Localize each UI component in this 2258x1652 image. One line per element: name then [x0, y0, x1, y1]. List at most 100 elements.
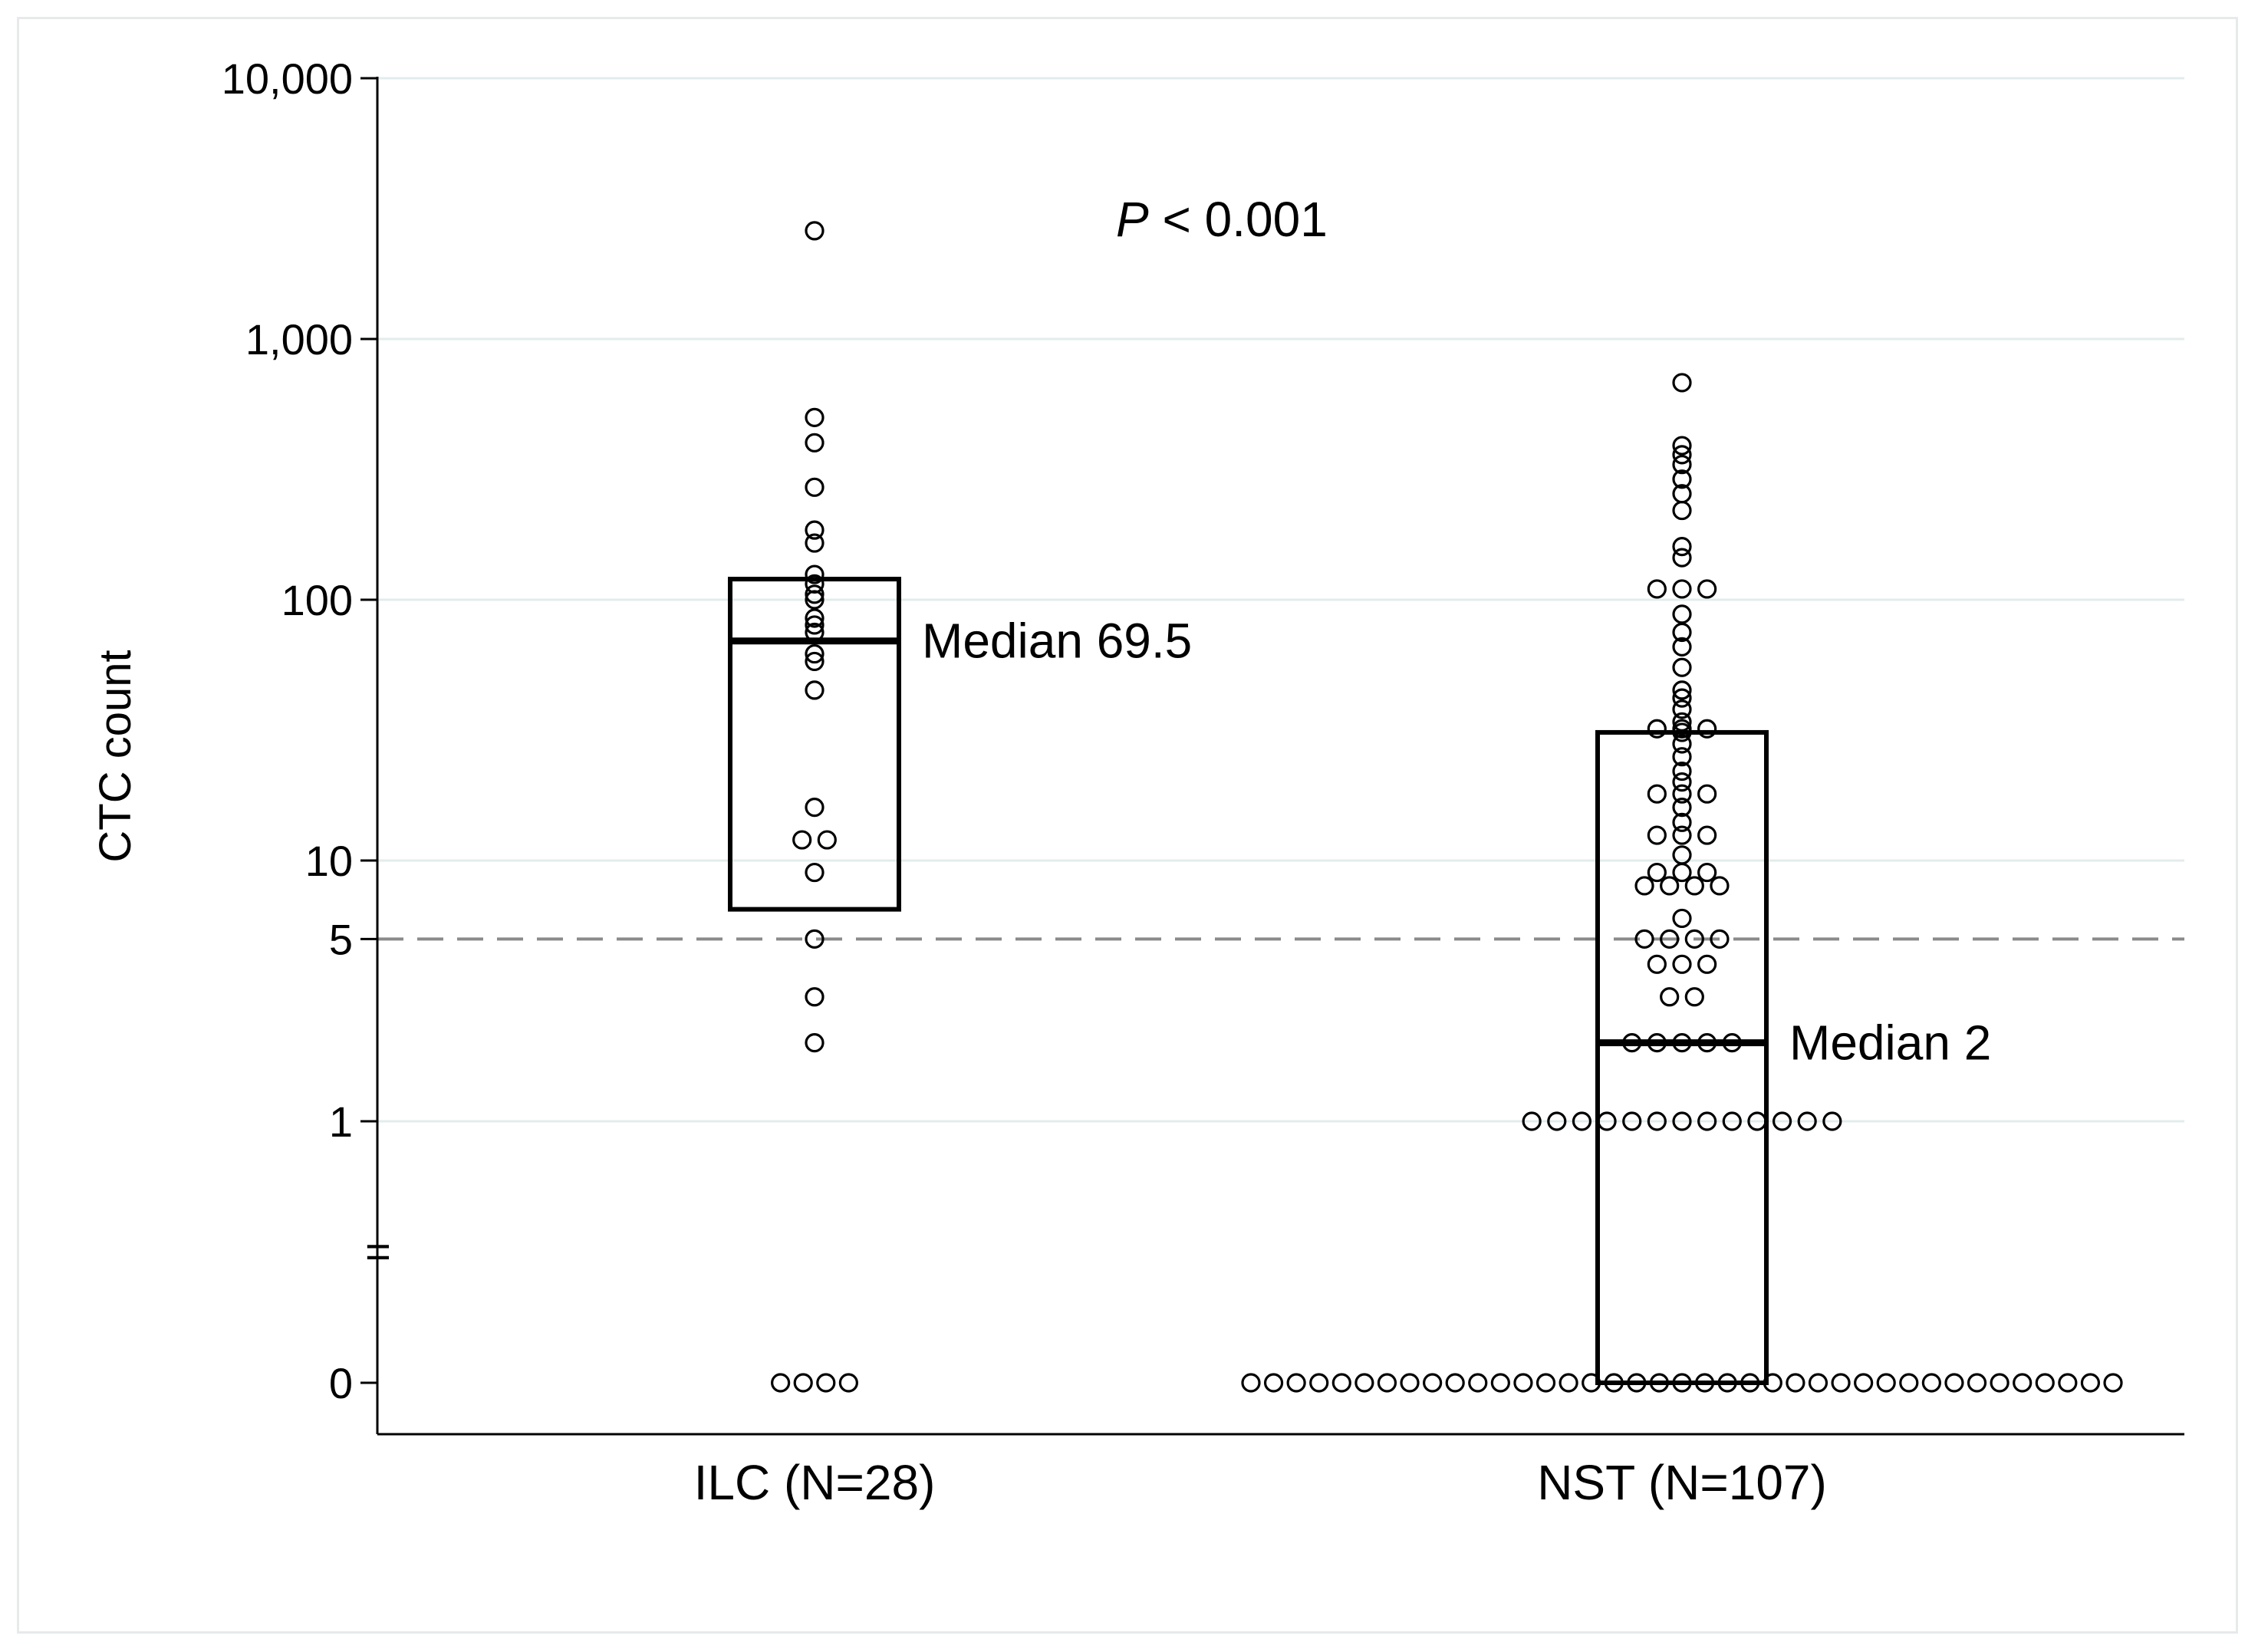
- data-point: [1672, 812, 1692, 832]
- data-point: [1672, 862, 1692, 883]
- median-label-0: Median 69.5: [922, 614, 1192, 669]
- data-point: [1808, 1373, 1828, 1393]
- data-point: [1672, 445, 1692, 465]
- data-point: [1831, 1373, 1851, 1393]
- data-point: [1710, 929, 1730, 949]
- data-point: [1634, 929, 1654, 949]
- data-point: [1797, 1111, 1817, 1131]
- data-point: [1786, 1373, 1805, 1393]
- data-point: [1582, 1373, 1601, 1393]
- data-point: [1697, 784, 1717, 804]
- box-1: [1595, 729, 1769, 1385]
- data-point: [1697, 862, 1717, 883]
- data-point: [1468, 1373, 1488, 1393]
- data-point: [792, 830, 812, 850]
- data-point: [1672, 954, 1692, 974]
- data-points: [771, 221, 2123, 1393]
- data-point: [1647, 1033, 1667, 1053]
- p-value-label: P < 0.001: [1116, 192, 1328, 247]
- data-point: [1263, 1373, 1284, 1393]
- data-point: [1710, 876, 1730, 896]
- data-point: [1672, 1373, 1692, 1393]
- data-point: [1559, 1373, 1578, 1393]
- data-point: [805, 433, 825, 452]
- data-point: [1672, 772, 1692, 792]
- y-tick-label: 10,000: [222, 54, 353, 103]
- data-point: [1722, 1111, 1742, 1131]
- data-point: [1597, 1111, 1617, 1131]
- data-point: [1672, 548, 1692, 568]
- data-point: [816, 1373, 836, 1393]
- data-point: [805, 584, 825, 604]
- data-point: [805, 221, 825, 241]
- data-point: [1672, 1111, 1692, 1131]
- data-point: [1672, 734, 1692, 754]
- data-point: [1490, 1373, 1510, 1393]
- data-point: [1660, 929, 1680, 949]
- data-point: [1672, 536, 1692, 557]
- data-point: [805, 407, 825, 427]
- boxes: [728, 577, 1769, 1385]
- data-point: [1445, 1373, 1465, 1393]
- data-point: [1660, 987, 1680, 1007]
- data-point: [1672, 761, 1692, 782]
- data-point: [1717, 1373, 1737, 1393]
- data-point: [1647, 825, 1667, 845]
- data-point: [793, 1373, 813, 1393]
- data-point: [1672, 579, 1692, 599]
- y-tick-label: 1: [329, 1097, 353, 1146]
- data-point: [1740, 1373, 1760, 1393]
- data-point: [1684, 876, 1704, 896]
- data-point: [1672, 784, 1692, 804]
- data-point: [805, 533, 825, 553]
- data-point: [1672, 747, 1692, 767]
- data-point: [1697, 1033, 1717, 1053]
- data-point: [1672, 455, 1692, 475]
- data-point: [1572, 1111, 1592, 1131]
- data-point: [2013, 1373, 2033, 1393]
- data-point: [838, 1373, 858, 1393]
- data-point: [2080, 1373, 2101, 1393]
- gridlines: [377, 77, 2184, 1123]
- data-point: [1672, 1033, 1692, 1053]
- data-point: [1672, 825, 1692, 845]
- data-point: [2058, 1373, 2078, 1393]
- data-point: [1672, 699, 1692, 719]
- data-point: [1647, 719, 1667, 739]
- data-point: [1672, 722, 1692, 742]
- data-point: [1684, 929, 1704, 949]
- data-point: [1697, 719, 1717, 739]
- data-point: [2103, 1373, 2123, 1393]
- data-point: [1684, 987, 1704, 1007]
- data-point: [805, 987, 825, 1007]
- data-point: [1513, 1373, 1533, 1393]
- data-point: [2035, 1373, 2055, 1393]
- data-point: [1672, 657, 1692, 677]
- labels: 0 1 5 10 100 1,000 10,000 = CTC count P < 0.001 Me…: [91, 54, 1991, 1510]
- data-point: [1944, 1373, 1964, 1393]
- data-point: [1647, 862, 1667, 883]
- data-point: [805, 643, 825, 664]
- data-point: [805, 590, 825, 610]
- median-label-1: Median 2: [1789, 1015, 1991, 1071]
- data-point: [1672, 797, 1692, 818]
- data-point: [1747, 1111, 1767, 1131]
- data-point: [1647, 784, 1667, 804]
- data-point: [1697, 579, 1717, 599]
- data-point: [1899, 1373, 1919, 1393]
- y-tick-label: 1,000: [245, 315, 353, 364]
- y-tick-label: 5: [329, 915, 353, 963]
- data-point: [1990, 1373, 2009, 1393]
- axes: [360, 77, 2184, 1436]
- data-point: [1647, 954, 1667, 974]
- data-point: [1672, 436, 1692, 456]
- data-point: [1627, 1373, 1647, 1393]
- data-point: [1672, 680, 1692, 700]
- data-point: [771, 1373, 791, 1393]
- data-point: [1697, 954, 1717, 974]
- data-point: [805, 680, 825, 700]
- category-label-1: NST (N=107): [1537, 1455, 1827, 1510]
- data-point: [1536, 1373, 1556, 1393]
- data-point: [1660, 876, 1680, 896]
- data-point: [805, 797, 825, 818]
